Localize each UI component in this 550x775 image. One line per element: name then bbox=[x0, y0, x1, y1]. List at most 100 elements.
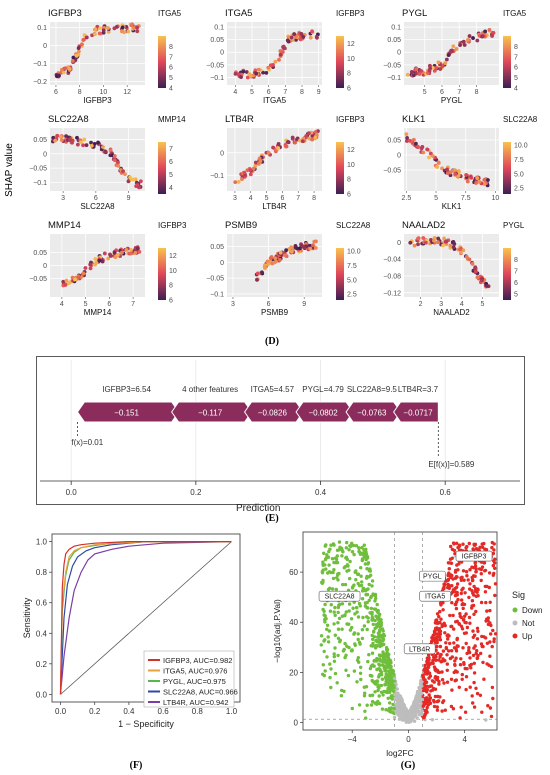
volcano-point bbox=[420, 712, 424, 717]
volcano-point bbox=[359, 574, 363, 578]
volcano-point bbox=[321, 578, 325, 583]
volcano-point bbox=[467, 595, 471, 600]
volcano-point bbox=[326, 640, 331, 644]
volcano-point bbox=[479, 642, 484, 646]
volcano-point bbox=[356, 632, 360, 636]
x-axis-label: PYGL bbox=[441, 96, 463, 105]
volcano-point bbox=[343, 655, 347, 660]
volcano-point bbox=[435, 705, 439, 709]
volcano-point bbox=[473, 574, 477, 578]
shap-point bbox=[84, 143, 89, 148]
volcano-point bbox=[370, 693, 375, 697]
shap-point bbox=[289, 249, 294, 254]
volcano-point bbox=[392, 685, 396, 690]
volcano-point bbox=[321, 607, 325, 612]
x-tick-label: 0.0 bbox=[55, 707, 67, 716]
volcano-point bbox=[378, 663, 382, 667]
volcano-point bbox=[446, 637, 450, 641]
x-tick-label: 8 bbox=[78, 89, 82, 96]
shap-point bbox=[277, 57, 281, 62]
shap-point bbox=[106, 26, 110, 30]
colorbar-tick-label: 5.0 bbox=[514, 171, 524, 178]
shap-point bbox=[276, 142, 281, 146]
x-tick-label: 0.4 bbox=[123, 707, 135, 716]
volcano-point bbox=[365, 574, 369, 579]
waterfall-bar bbox=[76, 401, 180, 423]
shap-point bbox=[96, 140, 100, 145]
shap-point bbox=[465, 37, 470, 42]
volcano-point bbox=[326, 635, 330, 639]
bar-feature-label: IGFBP3=6.54 bbox=[102, 385, 151, 394]
volcano-point bbox=[372, 629, 376, 633]
shap-point bbox=[475, 275, 480, 280]
shap-point bbox=[130, 22, 134, 27]
volcano-point bbox=[419, 688, 423, 692]
volcano-point bbox=[490, 545, 494, 550]
shap-point bbox=[414, 67, 419, 71]
shap-point bbox=[464, 254, 469, 259]
colorbar-tick-label: 8 bbox=[347, 71, 351, 78]
shap-point bbox=[106, 29, 111, 34]
volcano-point bbox=[365, 627, 369, 632]
volcano-point bbox=[446, 561, 451, 565]
x-tick-label: 6 bbox=[267, 89, 271, 96]
volcano-point bbox=[325, 553, 329, 557]
panel-e-waterfall: 0.0 0.2 0.4 0.6 Prediction −0.151 IGFBP3=6.54 −… bbox=[36, 356, 525, 514]
volcano-point bbox=[455, 585, 459, 589]
colorbar-tick-label: 8 bbox=[347, 177, 351, 184]
volcano-point bbox=[344, 610, 348, 614]
shap-point bbox=[411, 73, 416, 78]
volcano-point bbox=[391, 702, 395, 707]
shap-point bbox=[126, 29, 131, 34]
colorbar-tick-label: 7 bbox=[169, 146, 173, 153]
volcano-point bbox=[443, 623, 447, 628]
volcano-point bbox=[467, 648, 471, 653]
volcano-point bbox=[431, 658, 435, 663]
volcano-point bbox=[470, 606, 474, 610]
volcano-point bbox=[442, 586, 446, 591]
shap-point bbox=[443, 61, 448, 66]
volcano-point bbox=[394, 697, 398, 702]
volcano-point bbox=[479, 572, 483, 576]
x-tick-label: 0.4 bbox=[315, 488, 327, 497]
shap-point bbox=[278, 250, 283, 255]
volcano-point bbox=[341, 582, 345, 587]
volcano-point bbox=[356, 572, 360, 577]
volcano-point bbox=[449, 544, 453, 549]
shap-point bbox=[101, 28, 106, 33]
volcano-point bbox=[445, 662, 449, 666]
volcano-point bbox=[480, 710, 484, 714]
colorbar-tick-label: 4 bbox=[169, 86, 173, 93]
shap-point bbox=[248, 168, 253, 172]
colorbar-title: PYGL bbox=[503, 221, 525, 230]
volcano-point bbox=[377, 638, 381, 642]
shap-point bbox=[108, 254, 113, 258]
shap-point bbox=[300, 139, 305, 144]
x-tick-label: 5 bbox=[481, 301, 485, 308]
volcano-point bbox=[389, 695, 393, 699]
shap-point bbox=[487, 28, 492, 32]
colorbar-tick-label: 7 bbox=[514, 269, 518, 276]
volcano-point bbox=[368, 693, 372, 698]
volcano-point bbox=[389, 688, 393, 692]
y-tick-label: 0 bbox=[397, 153, 401, 160]
shap-point bbox=[284, 248, 289, 253]
volcano-point bbox=[459, 615, 463, 620]
shap-point bbox=[313, 246, 318, 250]
volcano-point bbox=[386, 696, 390, 700]
volcano-point bbox=[352, 583, 356, 587]
volcano-point bbox=[414, 696, 419, 700]
shap-point bbox=[137, 249, 142, 254]
volcano-point bbox=[370, 579, 375, 583]
shap-point bbox=[115, 252, 120, 257]
shap-point bbox=[61, 70, 66, 75]
shap-point bbox=[98, 26, 103, 31]
y-tick-label: −0.1 bbox=[210, 291, 224, 298]
volcano-point bbox=[373, 701, 377, 705]
volcano-point bbox=[374, 614, 378, 618]
shap-point bbox=[53, 138, 58, 143]
colorbar-tick-label: 5.0 bbox=[347, 277, 357, 284]
volcano-point bbox=[392, 715, 397, 719]
x-tick-label: 0.0 bbox=[66, 488, 78, 497]
volcano-point bbox=[436, 694, 440, 699]
